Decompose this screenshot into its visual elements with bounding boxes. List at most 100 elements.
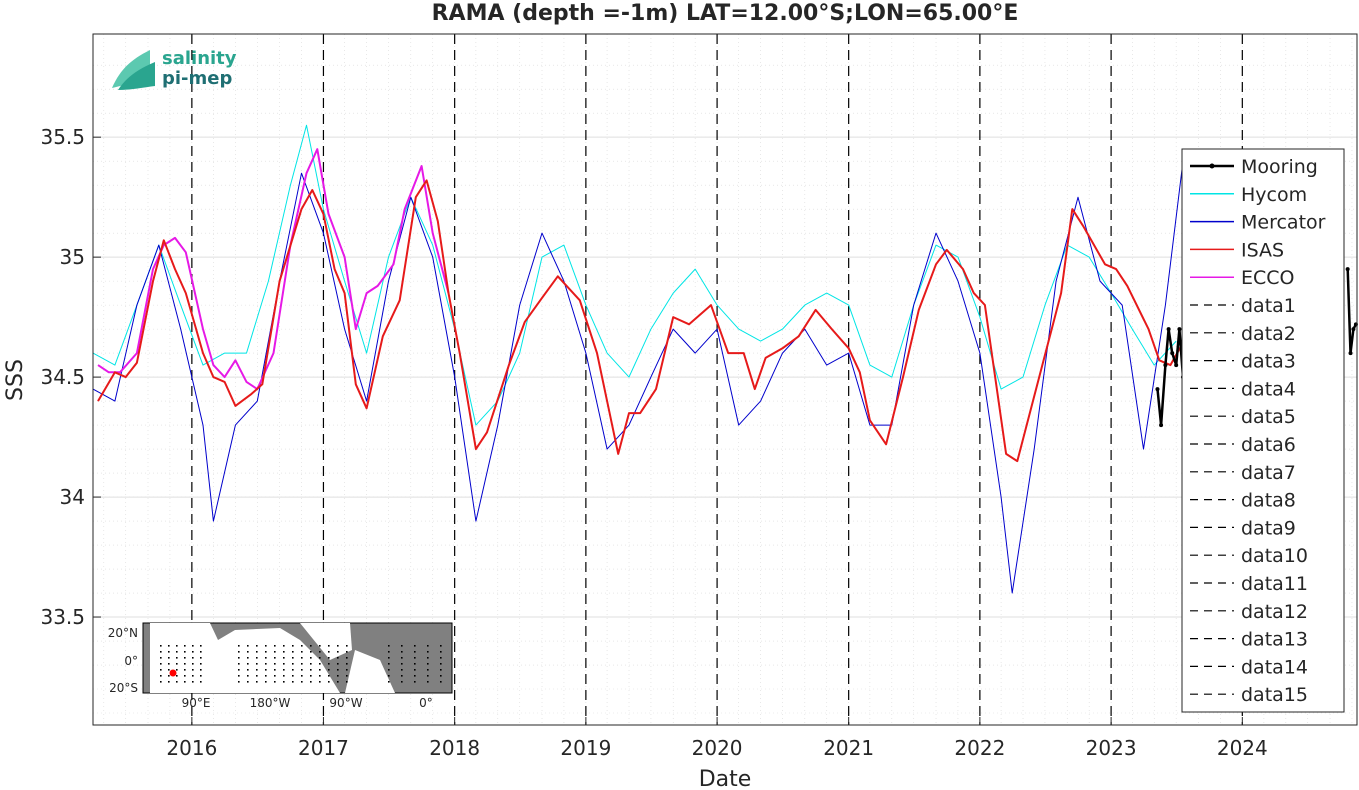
inset-map-dot bbox=[176, 675, 178, 677]
inset-map-dot bbox=[328, 651, 330, 653]
x-tick-label: 2023 bbox=[1086, 736, 1137, 760]
legend-item-hycom: Hycom bbox=[1190, 184, 1307, 206]
series-point-mooring bbox=[1166, 327, 1171, 332]
x-tick-label: 2016 bbox=[166, 736, 217, 760]
inset-map-dot bbox=[388, 681, 390, 683]
inset-map-dot bbox=[200, 669, 202, 671]
inset-map: 20°N 0° 20°S 90°E 180°W 90°W 0° bbox=[108, 622, 453, 710]
inset-map-dot bbox=[301, 669, 303, 671]
legend-label: data2 bbox=[1241, 323, 1296, 345]
y-tick-label: 34.5 bbox=[40, 365, 85, 389]
inset-map-mooring-dots bbox=[160, 645, 442, 683]
inset-map-dot bbox=[238, 681, 240, 683]
legend-label: data13 bbox=[1241, 629, 1308, 651]
inset-map-dot bbox=[301, 675, 303, 677]
inset-map-dot bbox=[310, 645, 312, 647]
legend-item-data6: data6 bbox=[1190, 434, 1296, 456]
inset-map-dot bbox=[184, 657, 186, 659]
inset-map-dot bbox=[256, 645, 258, 647]
inset-map-dot bbox=[328, 663, 330, 665]
legend-item-isas: ISAS bbox=[1190, 239, 1284, 261]
legend-item-data4: data4 bbox=[1190, 378, 1296, 400]
inset-x-label-90e: 90°E bbox=[182, 696, 211, 710]
inset-map-dot bbox=[265, 669, 267, 671]
inset-map-dot bbox=[292, 663, 294, 665]
inset-map-dot bbox=[401, 645, 403, 647]
inset-x-label-180w: 180°W bbox=[250, 696, 291, 710]
inset-map-dot bbox=[337, 657, 339, 659]
inset-map-dot bbox=[414, 669, 416, 671]
inset-map-dot bbox=[414, 675, 416, 677]
inset-map-dot bbox=[388, 675, 390, 677]
inset-map-dot bbox=[427, 681, 429, 683]
inset-map-dot bbox=[256, 663, 258, 665]
inset-map-dot bbox=[388, 651, 390, 653]
series-point-mooring bbox=[1177, 327, 1182, 332]
inset-map-selected-mooring bbox=[169, 669, 177, 677]
legend-label: Hycom bbox=[1241, 184, 1307, 206]
logo-text-line2: pi-mep bbox=[162, 68, 232, 89]
inset-map-dot bbox=[238, 663, 240, 665]
inset-map-dot bbox=[310, 651, 312, 653]
inset-map-dot bbox=[292, 675, 294, 677]
legend-label: data15 bbox=[1241, 684, 1308, 706]
y-axis-ticks: 33.5 34 34.5 35 35.5 bbox=[40, 125, 101, 629]
inset-map-dot bbox=[238, 669, 240, 671]
inset-map-dot bbox=[401, 675, 403, 677]
inset-map-dot bbox=[200, 681, 202, 683]
x-tick-label: 2018 bbox=[429, 736, 480, 760]
inset-map-dot bbox=[247, 645, 249, 647]
inset-map-dot bbox=[184, 669, 186, 671]
legend-item-data1: data1 bbox=[1190, 295, 1296, 317]
inset-map-dot bbox=[200, 657, 202, 659]
inset-map-dot bbox=[238, 657, 240, 659]
x-tick-label: 2021 bbox=[823, 736, 874, 760]
series-point-mooring bbox=[1159, 423, 1164, 428]
inset-map-dot bbox=[414, 657, 416, 659]
legend-label: data12 bbox=[1241, 601, 1308, 623]
inset-map-dot bbox=[184, 645, 186, 647]
legend-label: data7 bbox=[1241, 462, 1296, 484]
inset-map-dot bbox=[427, 651, 429, 653]
legend-label: data11 bbox=[1241, 573, 1308, 595]
inset-map-dot bbox=[192, 645, 194, 647]
legend-label: Mooring bbox=[1241, 156, 1318, 178]
inset-map-dot bbox=[310, 675, 312, 677]
series-point-mooring bbox=[1345, 267, 1350, 272]
legend-label: Mercator bbox=[1241, 212, 1326, 234]
inset-map-dot bbox=[192, 675, 194, 677]
inset-map-dot bbox=[160, 675, 162, 677]
legend-item-data13: data13 bbox=[1190, 629, 1308, 651]
legend-item-mercator: Mercator bbox=[1190, 212, 1326, 234]
inset-map-dot bbox=[292, 681, 294, 683]
legend-label: data10 bbox=[1241, 545, 1308, 567]
inset-map-dot bbox=[192, 663, 194, 665]
legend-label: ISAS bbox=[1241, 239, 1284, 261]
inset-map-dot bbox=[200, 651, 202, 653]
inset-map-dot bbox=[310, 663, 312, 665]
inset-map-dot bbox=[283, 681, 285, 683]
inset-map-dot bbox=[176, 669, 178, 671]
inset-map-dot bbox=[265, 645, 267, 647]
inset-map-dot bbox=[346, 681, 348, 683]
inset-map-dot bbox=[319, 663, 321, 665]
inset-map-dot bbox=[427, 675, 429, 677]
inset-map-dot bbox=[176, 645, 178, 647]
inset-map-dot bbox=[346, 651, 348, 653]
inset-map-dot bbox=[200, 645, 202, 647]
inset-map-dot bbox=[160, 663, 162, 665]
inset-map-dot bbox=[176, 681, 178, 683]
series-point-mooring bbox=[1163, 363, 1168, 368]
legend-item-data7: data7 bbox=[1190, 462, 1296, 484]
inset-map-dot bbox=[388, 663, 390, 665]
inset-y-label-0: 0° bbox=[124, 654, 138, 668]
inset-map-dot bbox=[401, 681, 403, 683]
inset-map-dot bbox=[427, 669, 429, 671]
inset-x-label-0: 0° bbox=[419, 696, 433, 710]
inset-map-dot bbox=[168, 657, 170, 659]
inset-map-dot bbox=[310, 681, 312, 683]
inset-map-dot bbox=[427, 663, 429, 665]
plot-area-frame bbox=[92, 33, 1358, 726]
inset-map-dot bbox=[256, 675, 258, 677]
inset-map-dot bbox=[427, 657, 429, 659]
